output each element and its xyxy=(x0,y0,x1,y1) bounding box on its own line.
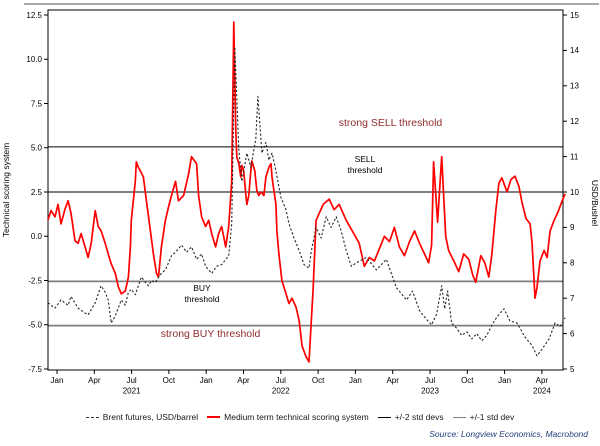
annotation-strong-buy-threshold: strong BUY threshold xyxy=(160,328,261,340)
black-line-swatch-icon xyxy=(377,416,391,418)
x-tick-label: Oct xyxy=(163,376,176,385)
annotation-buy-line2: threshold xyxy=(184,294,220,304)
left-tick-label: 2.5 xyxy=(31,188,43,197)
annotation-sell-line2: threshold xyxy=(347,165,383,175)
legend-label-brent: Brent futures, USD/barrel xyxy=(102,412,199,422)
x-tick-label: Apr xyxy=(536,376,549,385)
x-year-label: 2022 xyxy=(272,387,290,396)
left-tick-label: -7.5 xyxy=(28,365,42,374)
right-axis-title: USD/Bushel xyxy=(590,180,600,226)
right-tick-label: 10 xyxy=(570,188,579,197)
x-tick-label: Jan xyxy=(200,376,213,385)
right-tick-label: 11 xyxy=(570,152,579,161)
right-tick-label: 15 xyxy=(570,11,579,20)
legend-label-std2: +/-2 std devs xyxy=(394,412,444,422)
x-year-label: 2023 xyxy=(421,387,439,396)
legend-item-std1: +/-1 std dev xyxy=(452,412,515,422)
left-tick-label: 7.5 xyxy=(31,99,43,108)
right-tick-label: 6 xyxy=(570,329,575,338)
plot-frame xyxy=(47,9,564,371)
right-tick-label: 9 xyxy=(570,223,575,232)
x-tick-label: Jul xyxy=(126,376,136,385)
legend: Brent futures, USD/barrel Medium term te… xyxy=(0,410,600,424)
left-tick-label: 12.5 xyxy=(26,11,42,20)
legend-item-scoring: Medium term technical scoring system xyxy=(207,412,369,422)
x-tick-label: Jan xyxy=(498,376,511,385)
dashed-line-swatch-icon xyxy=(85,416,99,418)
annotation-strong-sell-threshold: strong SELL threshold xyxy=(338,117,443,129)
series-scoring-system xyxy=(47,21,566,363)
annotation-sell-threshold: SELL threshold xyxy=(330,154,400,176)
x-tick-label: Jul xyxy=(425,376,435,385)
left-axis-title: Technical scoring system xyxy=(1,143,11,237)
x-tick-label: Jul xyxy=(276,376,286,385)
left-tick-label: -2.5 xyxy=(28,276,42,285)
x-year-label: 2021 xyxy=(123,387,141,396)
left-tick-label: 0.0 xyxy=(31,232,43,241)
legend-item-std2: +/-2 std devs xyxy=(377,412,444,422)
annotation-sell-line1: SELL xyxy=(354,154,376,164)
legend-label-std1: +/-1 std dev xyxy=(469,412,515,422)
source-note: Source: Longview Economics, Macrobond xyxy=(429,429,588,439)
left-tick-label: -5.0 xyxy=(28,321,42,330)
x-tick-label: Oct xyxy=(461,376,474,385)
x-tick-label: Apr xyxy=(88,376,101,385)
x-tick-label: Jan xyxy=(51,376,64,385)
series-brent-futures xyxy=(47,46,566,357)
red-line-swatch-icon xyxy=(207,416,221,418)
right-tick-label: 8 xyxy=(570,259,575,268)
gray-line-swatch-icon xyxy=(452,416,466,418)
chart-top-border xyxy=(24,3,599,5)
x-tick-label: Apr xyxy=(386,376,399,385)
left-tick-label: 5.0 xyxy=(31,144,43,153)
left-tick-label: 10.0 xyxy=(26,55,42,64)
annotation-buy-threshold: BUY threshold xyxy=(167,283,237,305)
legend-item-brent: Brent futures, USD/barrel xyxy=(85,412,199,422)
right-tick-label: 7 xyxy=(570,294,575,303)
right-tick-label: 13 xyxy=(570,82,579,91)
annotation-buy-line1: BUY xyxy=(193,283,211,293)
legend-label-scoring: Medium term technical scoring system xyxy=(224,412,369,422)
right-tick-label: 5 xyxy=(570,365,575,374)
x-tick-label: Oct xyxy=(312,376,325,385)
x-tick-label: Jan xyxy=(349,376,362,385)
x-year-label: 2024 xyxy=(533,387,551,396)
right-tick-label: 12 xyxy=(570,117,579,126)
x-tick-label: Apr xyxy=(237,376,250,385)
right-tick-label: 14 xyxy=(570,46,579,55)
